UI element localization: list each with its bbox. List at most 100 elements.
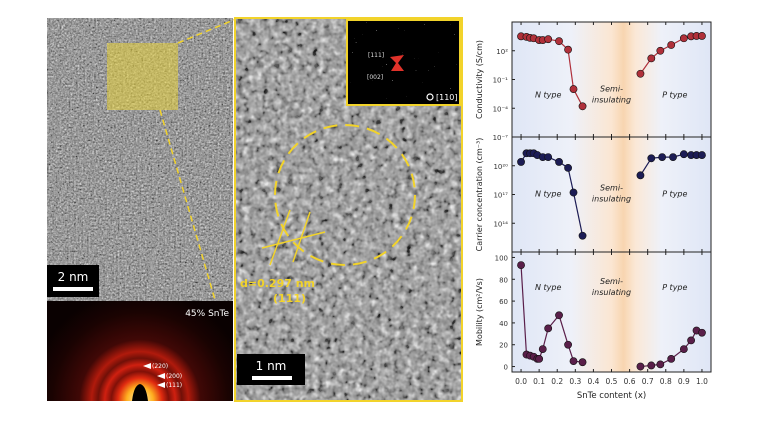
scale-bar-label: 2 nm bbox=[58, 270, 89, 284]
scale-bar-box bbox=[47, 265, 99, 297]
fft-label: [111] bbox=[368, 52, 384, 59]
y-tick-label: 10⁻⁷ bbox=[493, 134, 509, 142]
data-point bbox=[679, 34, 688, 43]
y-tick-label: 10¹⁷ bbox=[493, 192, 508, 200]
diffraction-pattern: 45% SnTe (220) (200) (111) bbox=[47, 301, 233, 401]
x-tick-label: 0.2 bbox=[551, 377, 563, 386]
y-tick-label: 10²⁰ bbox=[493, 163, 508, 171]
nanocrystal-outline bbox=[274, 124, 416, 266]
region-label-p-type: P type bbox=[662, 283, 687, 292]
scale-bar bbox=[53, 287, 93, 291]
hrtem-left-image: 2 nm bbox=[47, 18, 233, 301]
region-label-n-type: N type bbox=[535, 91, 561, 100]
ring-label: (200) bbox=[166, 373, 182, 380]
region-label-semi: Semi- bbox=[600, 85, 623, 94]
y-tick-label: 10¹⁴ bbox=[493, 220, 508, 228]
region-label-insulating: insulating bbox=[592, 288, 631, 297]
data-point bbox=[544, 153, 553, 161]
zone-axis-icon bbox=[426, 93, 434, 101]
ring-label: (111) bbox=[166, 382, 182, 389]
composition-label: 45% SnTe bbox=[185, 309, 229, 319]
y-tick-label: 40 bbox=[499, 320, 508, 328]
x-tick-label: 1.0 bbox=[696, 377, 708, 386]
fft-center-spots bbox=[390, 55, 404, 71]
data-point bbox=[698, 328, 706, 337]
region-label-n-type: N type bbox=[535, 190, 561, 199]
selected-region-highlight bbox=[107, 43, 178, 110]
data-point bbox=[636, 171, 645, 180]
y-tick-label: 80 bbox=[499, 276, 508, 284]
x-tick-label: 0.9 bbox=[678, 377, 690, 386]
beam-stop bbox=[132, 384, 148, 401]
data-point bbox=[669, 153, 677, 161]
region-label-n-type: N type bbox=[535, 283, 561, 292]
region-label-p-type: P type bbox=[662, 91, 687, 100]
region-shading bbox=[512, 252, 711, 372]
data-point bbox=[687, 336, 695, 345]
charts: N type Semi-insulating P type 10² 10⁻¹ 10⁻⁴ 10… bbox=[475, 21, 712, 401]
lattice-fringe-markers bbox=[261, 209, 326, 266]
data-point bbox=[578, 102, 587, 111]
x-tick-label: 0.8 bbox=[660, 377, 672, 386]
scale-bar bbox=[252, 376, 292, 380]
data-point bbox=[656, 46, 665, 55]
x-tick-label: 0.6 bbox=[624, 377, 636, 386]
y-axis-label: Mobility (cm²/Vs) bbox=[475, 278, 484, 346]
ring-label: (220) bbox=[152, 363, 168, 370]
chart-panel: N type Semi-insulating P type 10²⁰ 10¹⁷ 10¹⁴ C… bbox=[475, 136, 712, 253]
fft-inset: [111] [002] [110] bbox=[346, 19, 461, 106]
y-tick-label: 20 bbox=[499, 342, 508, 350]
y-tick-label: 10² bbox=[496, 48, 508, 56]
region-label-insulating: insulating bbox=[592, 195, 631, 204]
region-label-p-type: P type bbox=[662, 190, 687, 199]
data-point bbox=[569, 85, 578, 93]
data-point bbox=[535, 355, 544, 363]
data-point bbox=[698, 32, 706, 40]
plane-label: (111) bbox=[273, 292, 306, 305]
data-point bbox=[656, 360, 665, 369]
x-tick-label: 0.4 bbox=[587, 377, 599, 386]
x-tick-label: 0.5 bbox=[606, 377, 618, 386]
zoom-guide-line bbox=[159, 109, 216, 301]
chart-panel: N type Semi-insulating P type 10² 10⁻¹ 10⁻⁴ 10… bbox=[475, 21, 712, 142]
scale-bar-label: 1 nm bbox=[256, 359, 287, 373]
data-point bbox=[517, 261, 525, 269]
data-point bbox=[647, 361, 656, 370]
data-point bbox=[538, 345, 547, 353]
data-point bbox=[667, 355, 676, 363]
y-axis-label: Conductivity (S/cm) bbox=[475, 40, 484, 119]
x-tick-label: 0.7 bbox=[642, 377, 654, 386]
data-point bbox=[555, 311, 563, 320]
data-point bbox=[544, 324, 553, 333]
data-point bbox=[564, 163, 572, 172]
zone-axis-label: [110] bbox=[436, 93, 458, 102]
data-point bbox=[555, 37, 563, 46]
data-point bbox=[564, 45, 572, 54]
y-tick-label: 60 bbox=[499, 298, 508, 306]
data-point bbox=[517, 158, 525, 166]
data-point bbox=[555, 158, 563, 166]
fft-label: [002] bbox=[367, 74, 383, 81]
region-label-semi: Semi- bbox=[600, 277, 623, 286]
x-tick-label: 0.3 bbox=[569, 377, 581, 386]
y-tick-label: 10⁻¹ bbox=[493, 77, 509, 85]
d-spacing-label: d=0.297 nm bbox=[240, 277, 315, 290]
data-point bbox=[636, 362, 645, 371]
data-point bbox=[698, 151, 706, 159]
x-axis-label: SnTe content (x) bbox=[577, 391, 646, 401]
x-tick-label: 0.1 bbox=[533, 377, 545, 386]
y-tick-label: 100 bbox=[495, 254, 508, 262]
y-axis-label: Carrier concentration (cm⁻³) bbox=[475, 138, 484, 252]
region-label-semi: Semi- bbox=[600, 184, 623, 193]
data-point bbox=[569, 357, 578, 365]
data-point bbox=[667, 41, 676, 49]
data-point bbox=[569, 188, 578, 197]
zoom-guide-line bbox=[177, 18, 237, 44]
chart-panel: N type Semi-insulating P type 100 80 60 40 20 0 M… bbox=[475, 251, 712, 401]
region-label-insulating: insulating bbox=[592, 96, 631, 105]
data-point bbox=[578, 231, 587, 240]
y-tick-label: 0 bbox=[504, 364, 508, 372]
y-tick-label: 10⁻⁴ bbox=[493, 105, 509, 113]
data-point bbox=[679, 345, 688, 353]
